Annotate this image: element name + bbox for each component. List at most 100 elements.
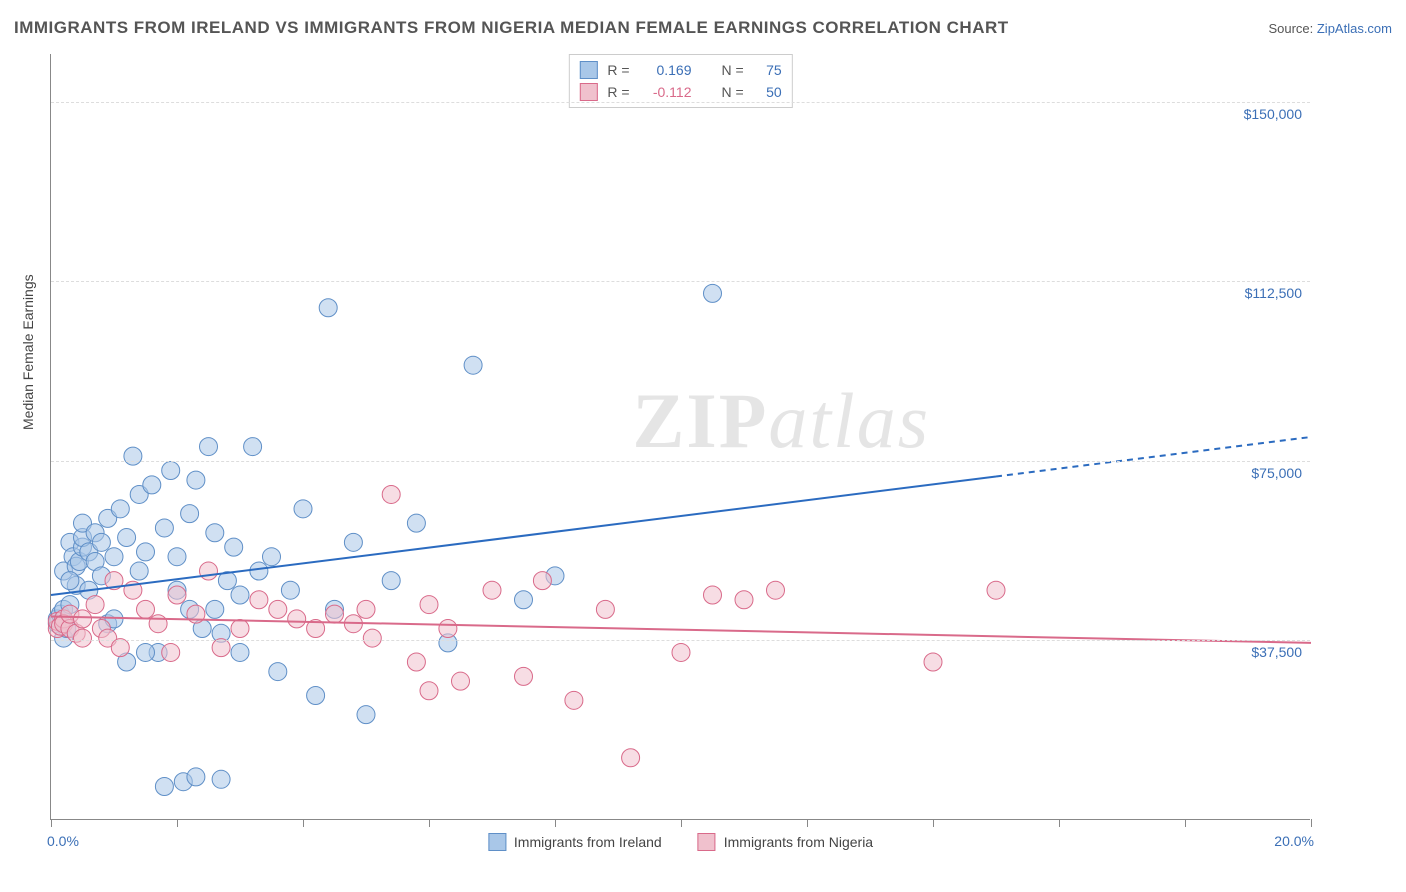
gridline	[51, 102, 1310, 103]
y-tick-label: $75,000	[1251, 465, 1302, 481]
scatter-point-ireland	[206, 600, 224, 618]
scatter-point-ireland	[111, 500, 129, 518]
scatter-point-nigeria	[420, 596, 438, 614]
scatter-point-nigeria	[439, 620, 457, 638]
chart-svg	[51, 54, 1310, 819]
r-label-ireland: R =	[607, 62, 629, 78]
x-tick-label-max: 20.0%	[1274, 833, 1314, 849]
title-bar: IMMIGRANTS FROM IRELAND VS IMMIGRANTS FR…	[14, 18, 1392, 38]
legend-item-ireland: Immigrants from Ireland	[488, 833, 662, 851]
scatter-point-nigeria	[231, 620, 249, 638]
scatter-point-ireland	[231, 586, 249, 604]
stats-row-nigeria: R = -0.112 N = 50	[579, 81, 781, 103]
legend-text-nigeria: Immigrants from Nigeria	[724, 834, 873, 850]
r-label-nigeria: R =	[607, 84, 629, 100]
scatter-point-ireland	[407, 514, 425, 532]
plot-area: ZIPatlas R = 0.169 N = 75 R = -0.112 N =…	[50, 54, 1310, 820]
swatch-nigeria	[579, 83, 597, 101]
n-label-ireland: N =	[722, 62, 744, 78]
scatter-point-nigeria	[924, 653, 942, 671]
scatter-point-ireland	[118, 529, 136, 547]
scatter-point-ireland	[212, 770, 230, 788]
scatter-point-nigeria	[326, 605, 344, 623]
gridline	[51, 640, 1310, 641]
scatter-point-nigeria	[622, 749, 640, 767]
r-value-ireland: 0.169	[640, 62, 692, 78]
scatter-point-ireland	[155, 777, 173, 795]
stats-row-ireland: R = 0.169 N = 75	[579, 59, 781, 81]
x-tick	[429, 819, 430, 827]
y-axis-title: Median Female Earnings	[20, 274, 36, 430]
scatter-point-nigeria	[137, 600, 155, 618]
x-tick	[1311, 819, 1312, 827]
scatter-point-nigeria	[162, 643, 180, 661]
scatter-point-ireland	[155, 519, 173, 537]
scatter-point-ireland	[281, 581, 299, 599]
y-tick-label: $150,000	[1244, 106, 1302, 122]
scatter-point-ireland	[200, 438, 218, 456]
scatter-point-nigeria	[250, 591, 268, 609]
n-value-nigeria: 50	[754, 84, 782, 100]
scatter-point-ireland	[704, 284, 722, 302]
scatter-point-ireland	[168, 548, 186, 566]
scatter-point-ireland	[250, 562, 268, 580]
scatter-point-nigeria	[357, 600, 375, 618]
scatter-point-ireland	[225, 538, 243, 556]
scatter-point-ireland	[137, 543, 155, 561]
scatter-point-ireland	[231, 643, 249, 661]
scatter-point-ireland	[206, 524, 224, 542]
x-tick	[177, 819, 178, 827]
scatter-point-nigeria	[533, 572, 551, 590]
swatch-ireland	[579, 61, 597, 79]
scatter-point-nigeria	[200, 562, 218, 580]
y-tick-label: $112,500	[1245, 285, 1302, 301]
scatter-point-ireland	[137, 643, 155, 661]
scatter-point-nigeria	[74, 629, 92, 647]
x-tick	[555, 819, 556, 827]
chart-title: IMMIGRANTS FROM IRELAND VS IMMIGRANTS FR…	[14, 18, 1009, 38]
scatter-point-ireland	[344, 533, 362, 551]
scatter-point-ireland	[187, 768, 205, 786]
scatter-point-ireland	[105, 548, 123, 566]
scatter-point-ireland	[143, 476, 161, 494]
x-tick	[1185, 819, 1186, 827]
legend-text-ireland: Immigrants from Ireland	[514, 834, 662, 850]
swatch-ireland-bottom	[488, 833, 506, 851]
scatter-point-nigeria	[452, 672, 470, 690]
scatter-point-ireland	[187, 471, 205, 489]
scatter-point-nigeria	[407, 653, 425, 671]
y-tick-label: $37,500	[1251, 644, 1302, 660]
gridline	[51, 281, 1310, 282]
scatter-point-nigeria	[987, 581, 1005, 599]
x-tick	[681, 819, 682, 827]
source-link[interactable]: ZipAtlas.com	[1317, 21, 1392, 36]
scatter-point-nigeria	[515, 667, 533, 685]
scatter-point-nigeria	[672, 643, 690, 661]
scatter-point-ireland	[92, 533, 110, 551]
scatter-point-nigeria	[704, 586, 722, 604]
scatter-point-ireland	[269, 663, 287, 681]
scatter-point-nigeria	[735, 591, 753, 609]
scatter-point-ireland	[124, 447, 142, 465]
scatter-point-nigeria	[149, 615, 167, 633]
scatter-point-nigeria	[168, 586, 186, 604]
stats-legend-box: R = 0.169 N = 75 R = -0.112 N = 50	[568, 54, 792, 108]
scatter-point-ireland	[244, 438, 262, 456]
n-label-nigeria: N =	[722, 84, 744, 100]
x-tick	[51, 819, 52, 827]
scatter-point-ireland	[464, 356, 482, 374]
scatter-point-nigeria	[596, 600, 614, 618]
scatter-point-nigeria	[767, 581, 785, 599]
scatter-point-nigeria	[420, 682, 438, 700]
source-prefix: Source:	[1268, 21, 1316, 36]
scatter-point-ireland	[162, 462, 180, 480]
scatter-point-ireland	[515, 591, 533, 609]
bottom-legend: Immigrants from Ireland Immigrants from …	[488, 833, 873, 851]
legend-item-nigeria: Immigrants from Nigeria	[698, 833, 873, 851]
scatter-point-nigeria	[86, 596, 104, 614]
regression-line-ireland	[51, 476, 996, 594]
scatter-point-ireland	[263, 548, 281, 566]
source-attribution: Source: ZipAtlas.com	[1268, 21, 1392, 36]
gridline	[51, 461, 1310, 462]
scatter-point-ireland	[307, 687, 325, 705]
